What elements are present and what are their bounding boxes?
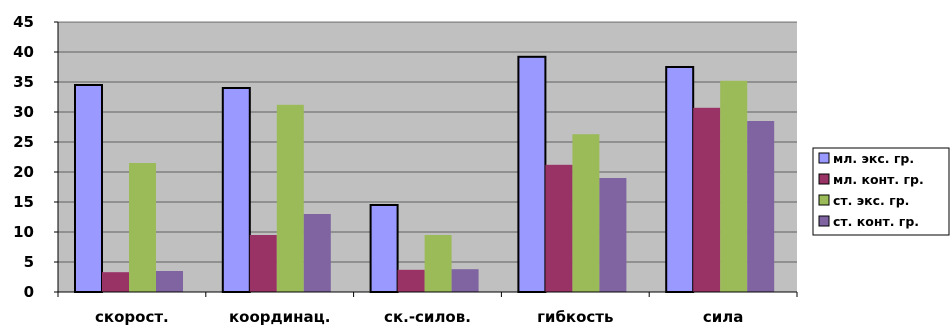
bar [599, 178, 627, 292]
y-tick-label: 30 [13, 103, 34, 121]
y-tick-label: 45 [13, 13, 34, 31]
x-axis-labels: скорост. координац. ск.-силов. гибкость сила [95, 308, 743, 326]
bar [276, 104, 304, 292]
bar [102, 272, 129, 292]
legend-swatch [818, 194, 830, 206]
legend-box [812, 147, 950, 236]
y-tick-label: 15 [13, 193, 34, 211]
legend-label: мл. экс. гр. [833, 151, 914, 166]
legend-label: ст. конт. гр. [833, 214, 919, 229]
y-tick-label: 25 [13, 133, 34, 151]
bar [156, 271, 183, 292]
y-tick-label: 0 [24, 283, 34, 301]
bar [545, 164, 573, 292]
bar [747, 121, 775, 292]
x-tick-label: гибкость [537, 308, 613, 326]
bar [221, 87, 251, 293]
legend-swatch [818, 173, 830, 185]
bar [572, 134, 600, 292]
bar [424, 235, 452, 292]
bar [451, 269, 479, 292]
bar [397, 269, 425, 292]
x-tick-label: ск.-силов. [384, 308, 471, 326]
bar [665, 66, 695, 293]
legend-swatch [818, 215, 830, 227]
bar [74, 84, 103, 293]
y-axis-ticks: 0 5 10 15 20 25 30 35 40 45 [13, 13, 58, 301]
y-tick-label: 10 [13, 223, 34, 241]
y-tick-label: 5 [24, 253, 34, 271]
axes [57, 22, 798, 297]
bar [517, 55, 547, 293]
legend-label: ст. экс. гр. [833, 193, 909, 208]
legend-label: мл. конт. гр. [833, 172, 924, 187]
x-tick-label: координац. [229, 308, 330, 326]
y-tick-label: 40 [13, 43, 34, 61]
y-tick-label: 20 [13, 163, 34, 181]
legend: мл. экс. гр. мл. конт. гр. ст. экс. гр. ст.… [812, 147, 950, 236]
bars [74, 55, 775, 293]
bar [249, 235, 277, 292]
bar [720, 80, 748, 292]
x-tick-label: сила [703, 308, 744, 326]
y-tick-label: 35 [13, 73, 34, 91]
bar [693, 107, 721, 292]
bar [303, 214, 331, 292]
bar [129, 163, 156, 292]
x-tick-label: скорост. [95, 308, 169, 326]
bar [369, 204, 399, 293]
legend-swatch [818, 152, 830, 164]
